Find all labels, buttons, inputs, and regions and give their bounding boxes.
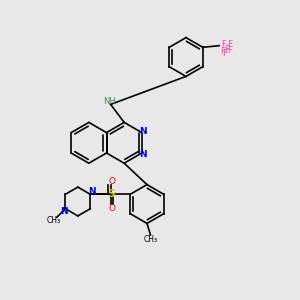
Text: O: O: [109, 177, 116, 186]
Text: N: N: [60, 207, 68, 216]
Text: CH₃: CH₃: [143, 235, 158, 244]
Text: F: F: [222, 40, 226, 49]
Text: O: O: [109, 204, 116, 213]
Text: F: F: [220, 47, 225, 56]
Text: NH: NH: [103, 97, 116, 106]
Text: F: F: [228, 40, 233, 49]
Text: F: F: [224, 45, 229, 54]
Text: N: N: [88, 188, 96, 196]
Text: N: N: [140, 127, 147, 136]
Text: F: F: [222, 49, 227, 58]
Text: N: N: [140, 150, 147, 159]
Text: S: S: [107, 189, 115, 199]
Text: CH₃: CH₃: [47, 216, 61, 225]
Text: F: F: [228, 46, 233, 55]
